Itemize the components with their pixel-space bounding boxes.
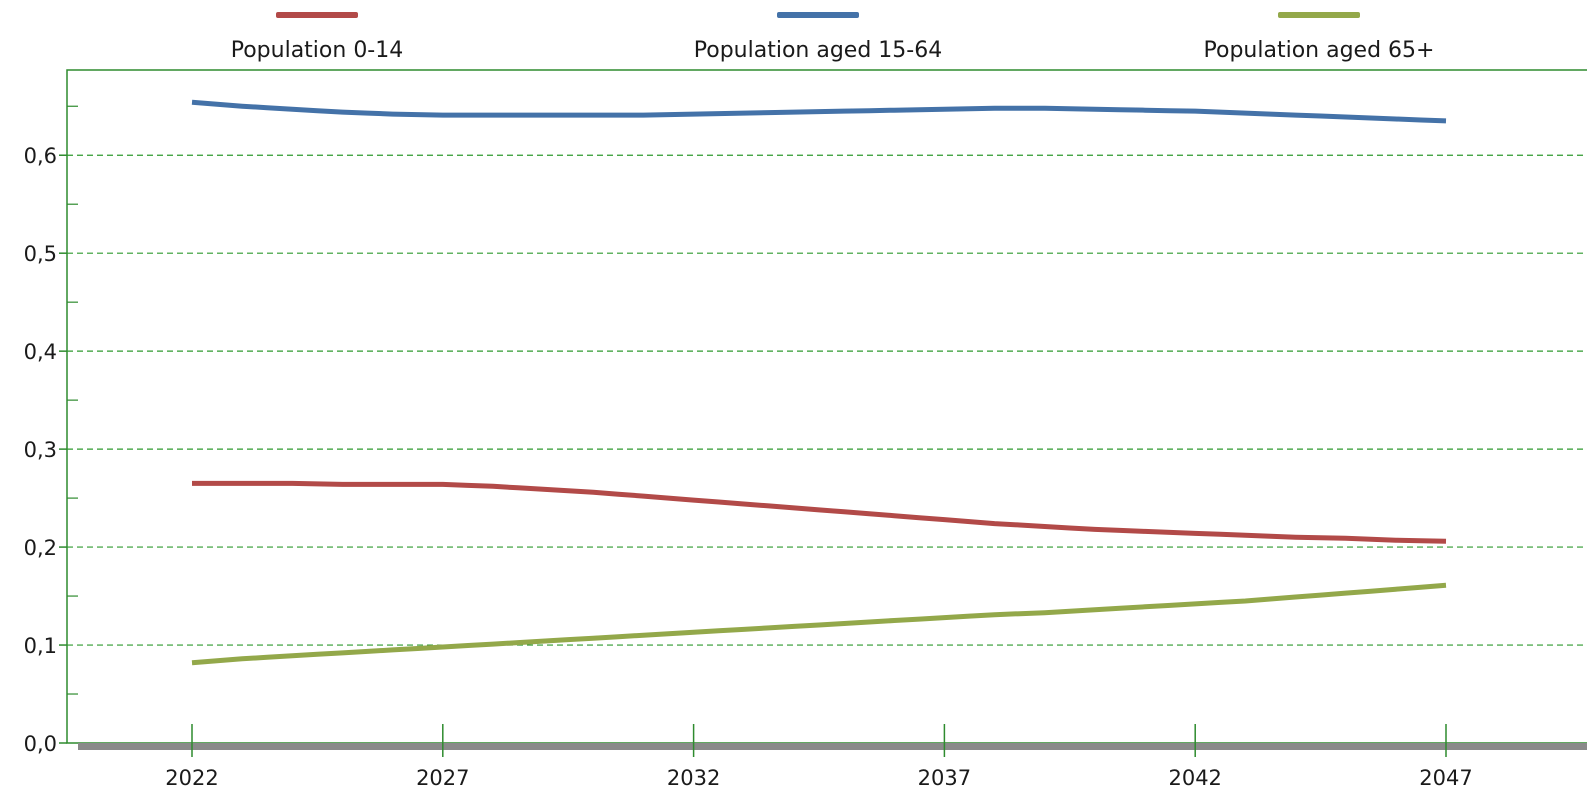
legend-label-2: Population aged 65+ <box>1204 38 1435 63</box>
legend-swatch-0 <box>276 12 358 18</box>
x-tick-label: 2022 <box>165 766 218 790</box>
series-line-0 <box>192 480 1447 544</box>
y-tick-label: 0,2 <box>24 536 57 560</box>
plot-area: 0,00,10,20,30,40,50,6 2022 2027 2032 2037 20… <box>24 69 1587 790</box>
x-axis-bar <box>78 743 1587 750</box>
x-axis: 2022 2027 2032 2037 2042 2047 <box>165 724 1473 790</box>
y-tick-label: 0,4 <box>24 340 57 364</box>
series-line-2 <box>191 582 1447 666</box>
legend-swatch-2 <box>1278 12 1360 18</box>
x-tick-label: 2047 <box>1419 766 1472 790</box>
series-lines <box>191 99 1447 666</box>
y-tick-label: 0,5 <box>24 242 57 266</box>
y-tick-label: 0,6 <box>24 144 57 168</box>
x-tick-label: 2032 <box>667 766 720 790</box>
legend-swatch-1 <box>777 12 859 18</box>
series-line-1 <box>191 99 1447 124</box>
plot-frame <box>66 69 1587 744</box>
gridlines <box>67 154 1587 646</box>
y-tick-label: 0,3 <box>24 438 57 462</box>
legend: Population 0-14 Population aged 15-64 Popu… <box>231 12 1435 63</box>
x-tick-label: 2037 <box>918 766 971 790</box>
x-tick-label: 2027 <box>416 766 469 790</box>
x-tick-label: 2042 <box>1168 766 1221 790</box>
y-axis: 0,0 0,1 0,2 0,3 0,4 0,5 0,6 <box>24 105 78 756</box>
y-tick-label: 0,0 <box>24 732 57 756</box>
legend-label-1: Population aged 15-64 <box>694 38 942 63</box>
y-tick-label: 0,1 <box>24 634 57 658</box>
legend-label-0: Population 0-14 <box>231 38 404 63</box>
